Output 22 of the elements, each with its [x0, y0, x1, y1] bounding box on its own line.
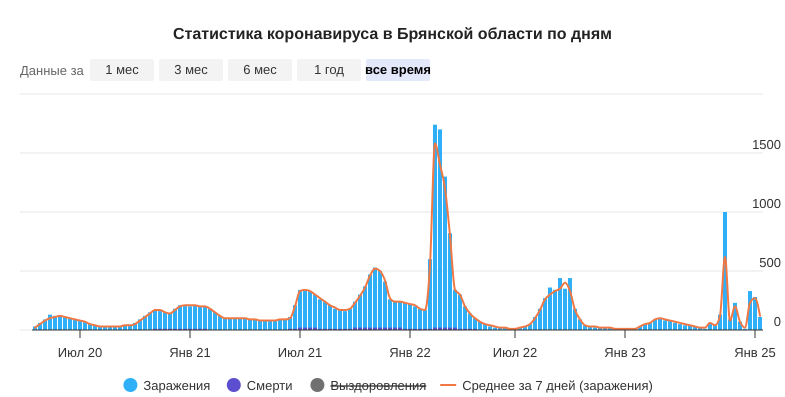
text: Данные за	[20, 63, 85, 78]
legend-label: Заражения	[143, 378, 210, 393]
x-tick-label: Янв 23	[604, 345, 646, 360]
text: 6 мес	[243, 62, 278, 77]
x-tick-label: Янв 22	[389, 345, 431, 360]
legend-label: Выздоровления	[330, 378, 426, 393]
y-tick-label: 0	[774, 314, 781, 329]
text: все время	[365, 62, 431, 77]
y-tick-label: 1500	[752, 137, 781, 152]
x-tick-label: Июл 21	[278, 345, 322, 360]
chart-title: Статистика коронавируса в Брянской области по дням	[172, 26, 612, 43]
x-tick-label: Янв 25	[734, 345, 776, 360]
x-tick-label: Июл 20	[58, 345, 102, 360]
y-tick-label: 1000	[752, 196, 781, 211]
x-tick-label: Июл 22	[492, 345, 538, 360]
text: 1 год	[314, 62, 344, 77]
text: 3 мес	[174, 62, 208, 77]
legend-label: Среднее за 7 дней (заражения)	[462, 378, 653, 393]
y-tick-label: 500	[759, 255, 781, 270]
x-tick-label: Янв 21	[169, 345, 211, 360]
text: 1 мес	[105, 62, 140, 77]
legend-label: Смерти	[246, 378, 293, 393]
